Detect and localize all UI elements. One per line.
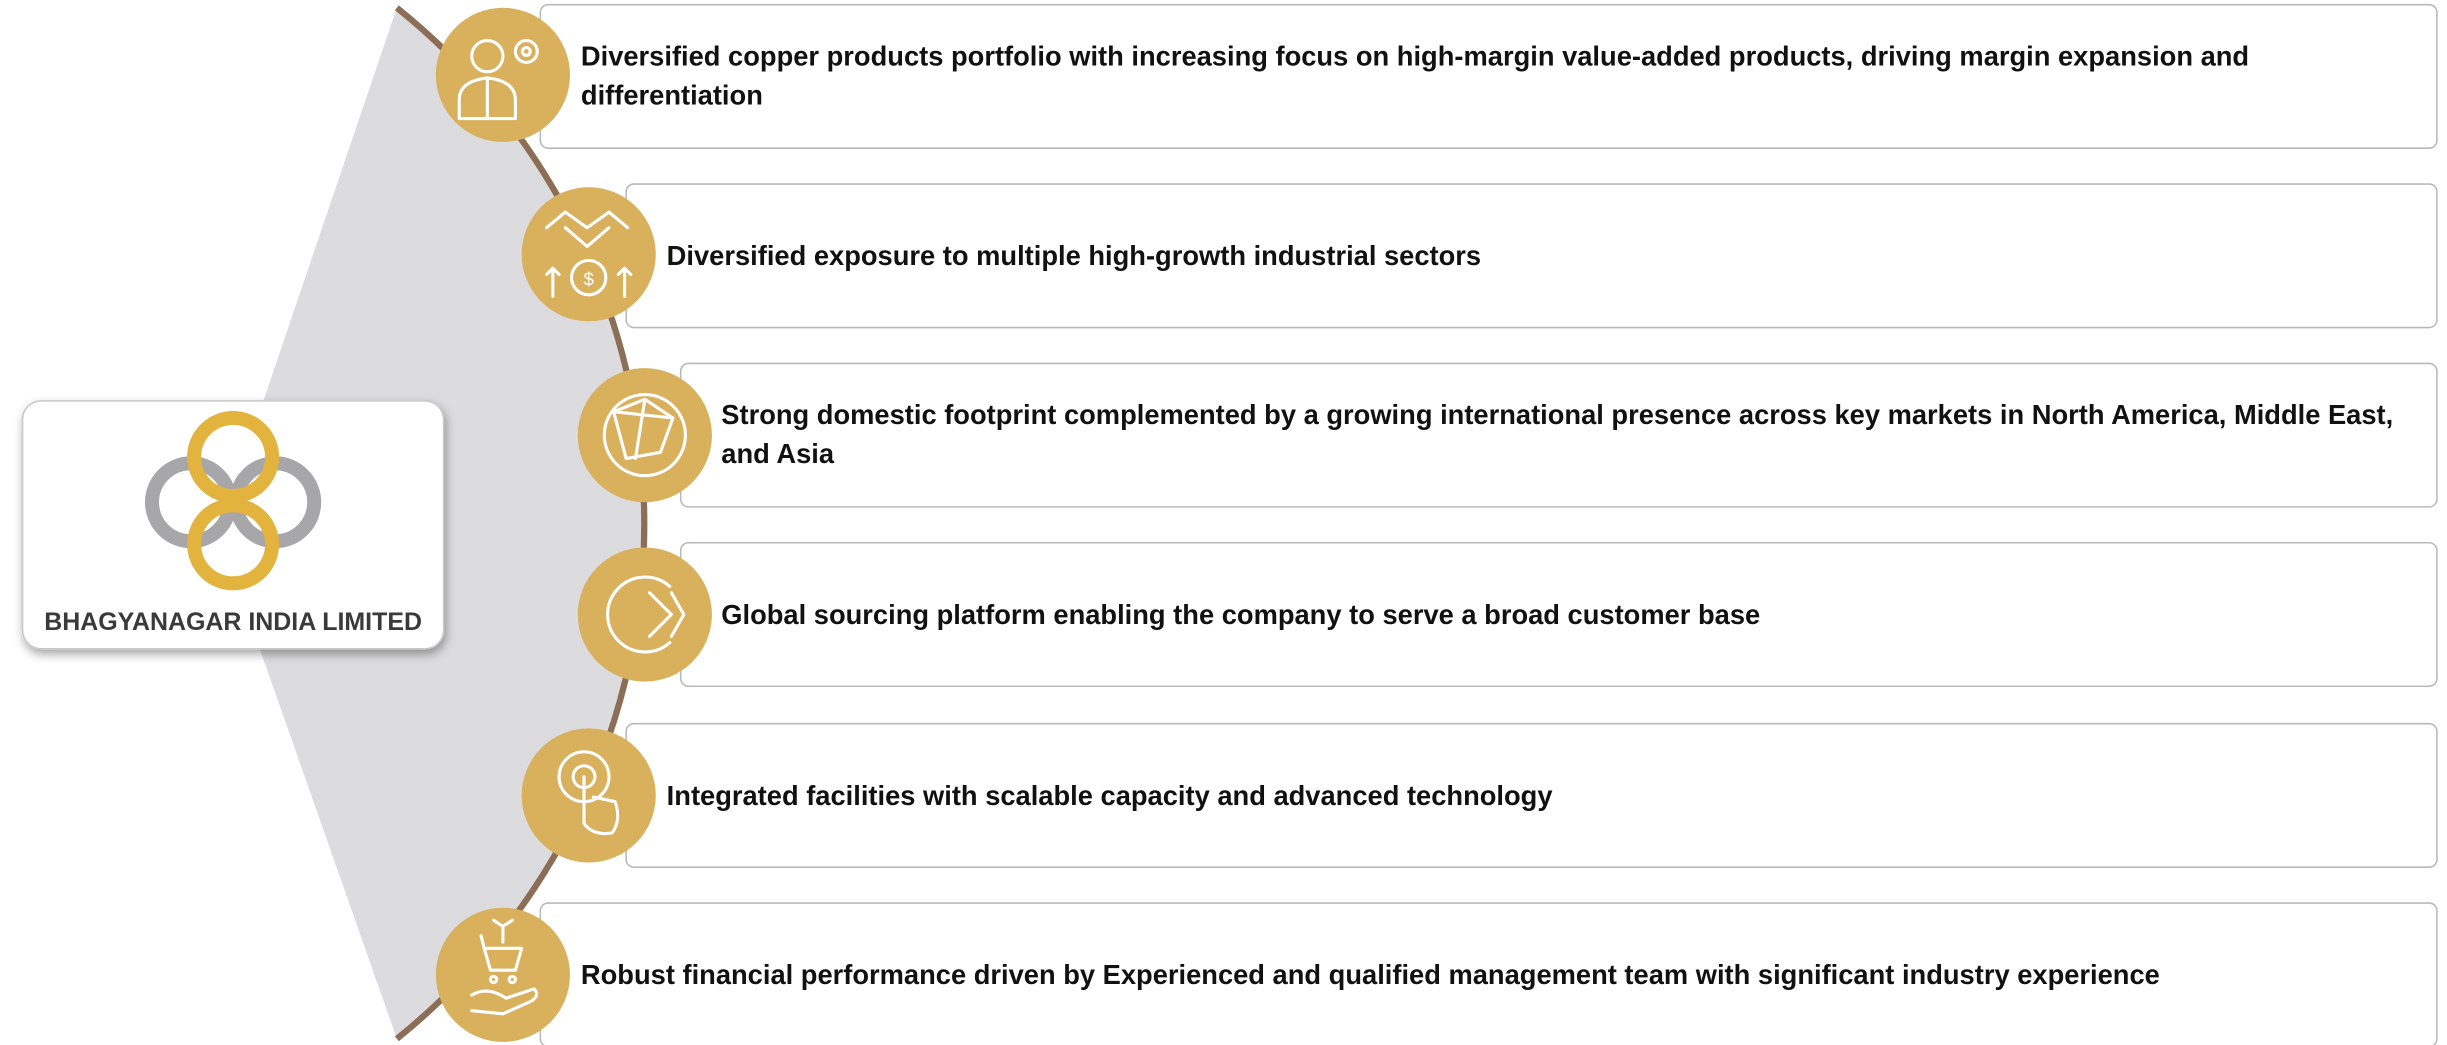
- item: Global sourcing platform enabling the co…: [679, 541, 2438, 688]
- company-name: BHAGYANAGAR INDIA LIMITED: [44, 608, 422, 636]
- icon-cart-hand: [435, 907, 570, 1042]
- icon-person-gear: [435, 7, 570, 142]
- item-text: Global sourcing platform enabling the co…: [721, 598, 1761, 630]
- item: Diversified copper products portfolio wi…: [539, 3, 2438, 149]
- item: Diversified exposure to multiple high-gr…: [625, 183, 2438, 329]
- svg-text:$: $: [583, 268, 594, 289]
- item: Strong domestic footprint complemented b…: [679, 362, 2438, 508]
- item: Robust financial performance driven by E…: [539, 902, 2438, 1045]
- icon-touch: [521, 728, 656, 863]
- item-text: Strong domestic footprint complemented b…: [721, 399, 2394, 470]
- arc: [394, 5, 648, 1042]
- item-text: Diversified copper products portfolio wi…: [580, 40, 2250, 111]
- item-text: Integrated facilities with scalable capa…: [666, 779, 1553, 811]
- icon-globe: [577, 368, 712, 503]
- icon-handshake: $: [521, 187, 656, 322]
- item-text: Robust financial performance driven by E…: [580, 958, 2160, 990]
- item-text: Diversified exposure to multiple high-gr…: [666, 239, 1482, 271]
- icon-gear-arrows: [577, 547, 712, 682]
- item: Integrated facilities with scalable capa…: [625, 722, 2438, 868]
- logo: BHAGYANAGAR INDIA LIMITED: [21, 400, 445, 650]
